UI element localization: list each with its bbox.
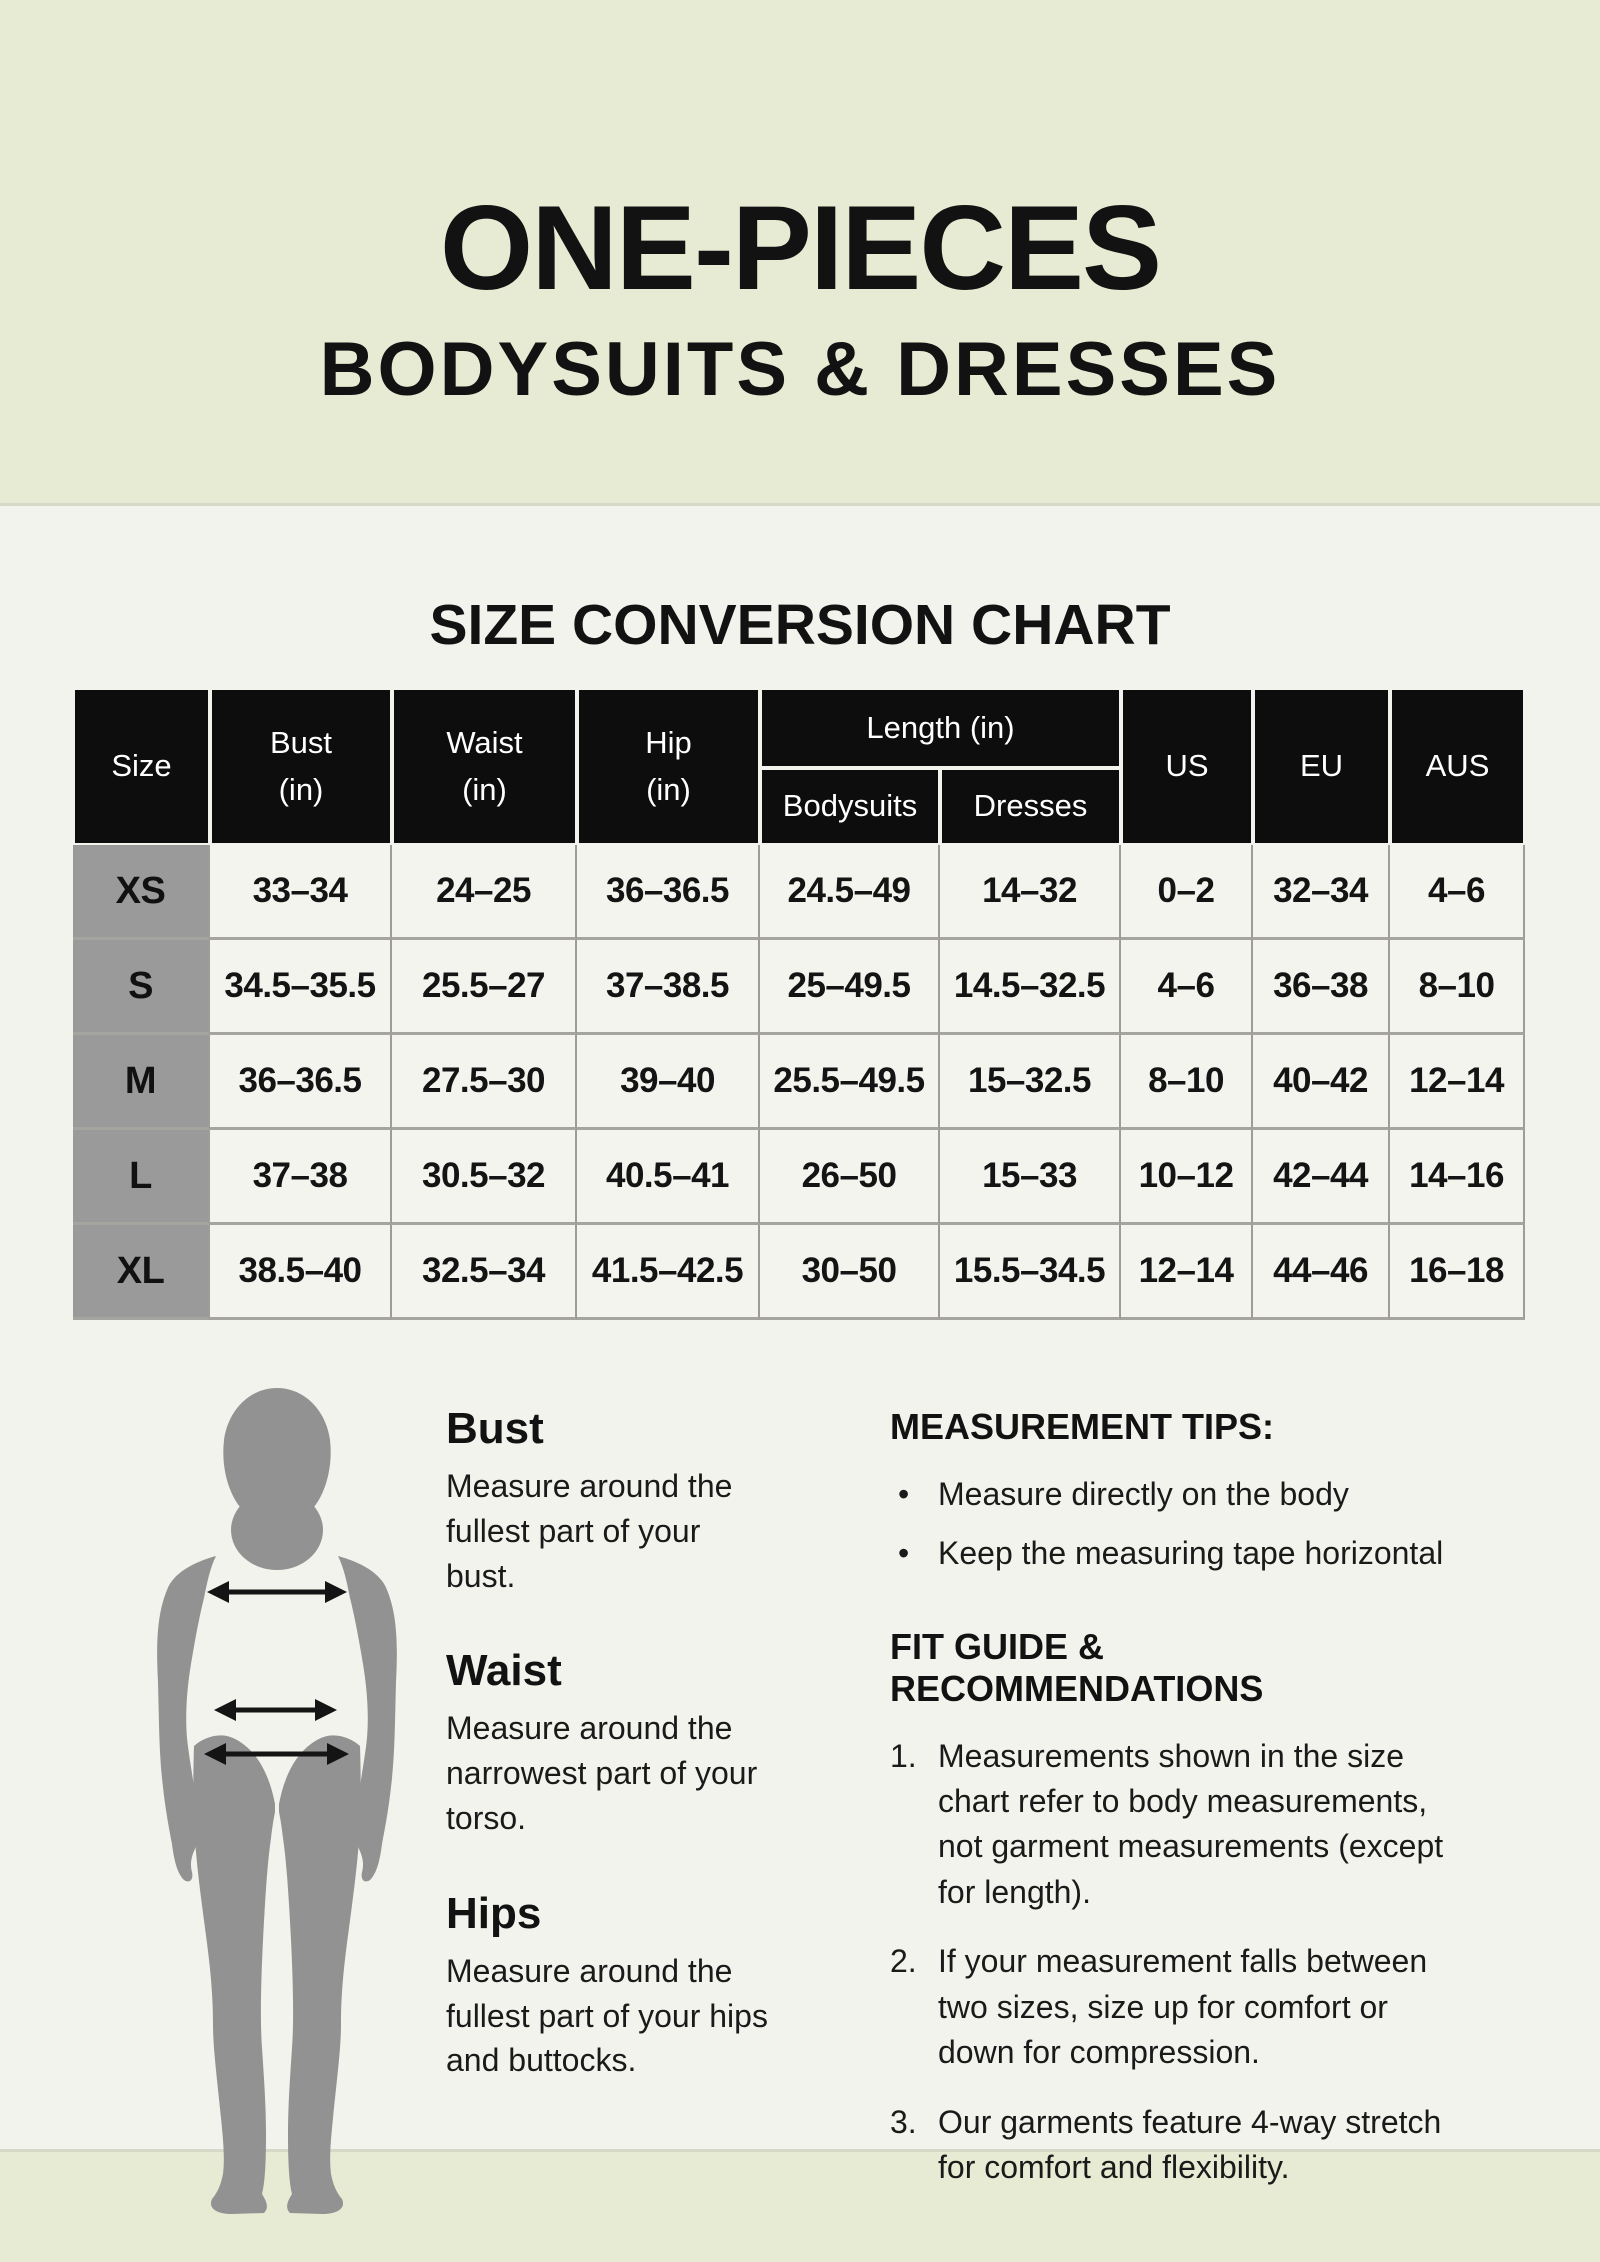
table-cell: 41.5–42.5 [577, 1225, 760, 1320]
table-cell: 12–14 [1390, 1035, 1525, 1130]
size-row-label: XL [73, 1225, 210, 1320]
table-cell: 4–6 [1121, 940, 1253, 1035]
waist-definition: Waist Measure around the narrowest part … [446, 1646, 776, 1840]
fit-guide-heading: FIT GUIDE & RECOMMENDATIONS [890, 1625, 1264, 1709]
table-cell: 14–32 [940, 845, 1121, 940]
table-cell: 10–12 [1121, 1130, 1253, 1225]
page-title: ONE-PIECES [439, 181, 1162, 315]
table-cell: 36–36.5 [577, 845, 760, 940]
column-header-hip: Hip (in) [577, 688, 760, 845]
bust-text: Measure around the fullest part of your … [446, 1468, 733, 1594]
table-cell: 39–40 [577, 1035, 760, 1130]
column-header-eu: EU [1253, 688, 1390, 845]
list-item: Measure directly on the body [890, 1472, 1452, 1517]
table-cell: 15.5–34.5 [940, 1225, 1121, 1320]
column-header-bodysuits: Bodysuits [760, 768, 940, 845]
table-cell: 36–38 [1253, 940, 1390, 1035]
table-cell: 24.5–49 [760, 845, 940, 940]
table-cell: 33–34 [210, 845, 392, 940]
table-cell: 4–6 [1390, 845, 1525, 940]
table-cell: 14–16 [1390, 1130, 1525, 1225]
table-cell: 25.5–49.5 [760, 1035, 940, 1130]
size-row-label: M [73, 1035, 210, 1130]
table-cell: 34.5–35.5 [210, 940, 392, 1035]
fit-guide-list: Measurements shown in the size chart ref… [890, 1734, 1452, 2191]
size-conversion-table: Size Bust (in) Waist (in) Hip (in) Lengt… [73, 688, 1525, 1320]
table-cell: 38.5–40 [210, 1225, 392, 1320]
table-cell: 8–10 [1121, 1035, 1253, 1130]
table-cell: 14.5–32.5 [940, 940, 1121, 1035]
measurement-tips-heading: MEASUREMENT TIPS: [890, 1406, 1275, 1447]
page-subtitle: BODYSUITS & DRESSES [319, 327, 1281, 412]
bust-definition: Bust Measure around the fullest part of … [446, 1404, 776, 1598]
table-cell: 12–14 [1121, 1225, 1253, 1320]
list-item: Measurements shown in the size chart ref… [890, 1734, 1444, 1910]
size-row-label: L [73, 1130, 210, 1225]
measurement-definitions: Bust Measure around the fullest part of … [446, 1404, 776, 2131]
table-cell: 0–2 [1121, 845, 1253, 940]
table-cell: 36–36.5 [210, 1035, 392, 1130]
scoop-neckline [231, 1490, 323, 1570]
column-header-bust: Bust (in) [210, 688, 392, 845]
table-cell: 37–38.5 [577, 940, 760, 1035]
column-header-us: US [1121, 688, 1253, 845]
waist-heading: Waist [446, 1646, 562, 1696]
list-item: Our garments feature 4-way stretch for c… [890, 2100, 1442, 2186]
right-leg [279, 1735, 361, 2214]
column-header-dresses: Dresses [940, 768, 1121, 845]
hips-arrow [204, 1743, 349, 1765]
table-cell: 15–32.5 [940, 1035, 1121, 1130]
bust-arrow [207, 1581, 347, 1603]
header-band [0, 0, 1600, 506]
column-header-length: Length (in) [760, 688, 1121, 768]
size-row-label: S [73, 940, 210, 1035]
size-row-label: XS [73, 845, 210, 940]
hips-text: Measure around the fullest part of your … [446, 1952, 768, 2079]
list-item: If your measurement falls between two si… [890, 1939, 1428, 2071]
hips-heading: Hips [446, 1888, 542, 1938]
column-header-aus: AUS [1390, 688, 1525, 845]
list-item: Keep the measuring tape horizontal [890, 1531, 1452, 1576]
table-cell: 24–25 [392, 845, 577, 940]
column-header-size: Size [73, 688, 210, 845]
table-cell: 32.5–34 [392, 1225, 577, 1320]
table-cell: 44–46 [1253, 1225, 1390, 1320]
table-cell: 16–18 [1390, 1225, 1525, 1320]
table-cell: 42–44 [1253, 1130, 1390, 1225]
table-cell: 40.5–41 [577, 1130, 760, 1225]
table-cell: 40–42 [1253, 1035, 1390, 1130]
table-cell: 8–10 [1390, 940, 1525, 1035]
table-cell: 27.5–30 [392, 1035, 577, 1130]
hips-definition: Hips Measure around the fullest part of … [446, 1889, 776, 2083]
table-cell: 15–33 [940, 1130, 1121, 1225]
tips-column: MEASUREMENT TIPS: Measure directly on th… [890, 1406, 1452, 2215]
section-title: SIZE CONVERSION CHART [429, 593, 1171, 657]
table-cell: 26–50 [760, 1130, 940, 1225]
bust-heading: Bust [446, 1404, 544, 1453]
table-cell: 30.5–32 [392, 1130, 577, 1225]
table-cell: 32–34 [1253, 845, 1390, 940]
body-measurement-figure [157, 1388, 397, 2214]
column-header-waist: Waist (in) [392, 688, 577, 845]
left-arm [157, 1556, 216, 1882]
table-cell: 25.5–27 [392, 940, 577, 1035]
measurement-tips-list: Measure directly on the body Keep the mea… [890, 1472, 1452, 1576]
waist-text: Measure around the narrowest part of you… [446, 1710, 758, 1836]
table-cell: 30–50 [760, 1225, 940, 1320]
table-cell: 25–49.5 [760, 940, 940, 1035]
table-cell: 37–38 [210, 1130, 392, 1225]
head-shape [223, 1388, 331, 1524]
waist-arrow [214, 1699, 337, 1721]
left-leg [193, 1735, 275, 2214]
